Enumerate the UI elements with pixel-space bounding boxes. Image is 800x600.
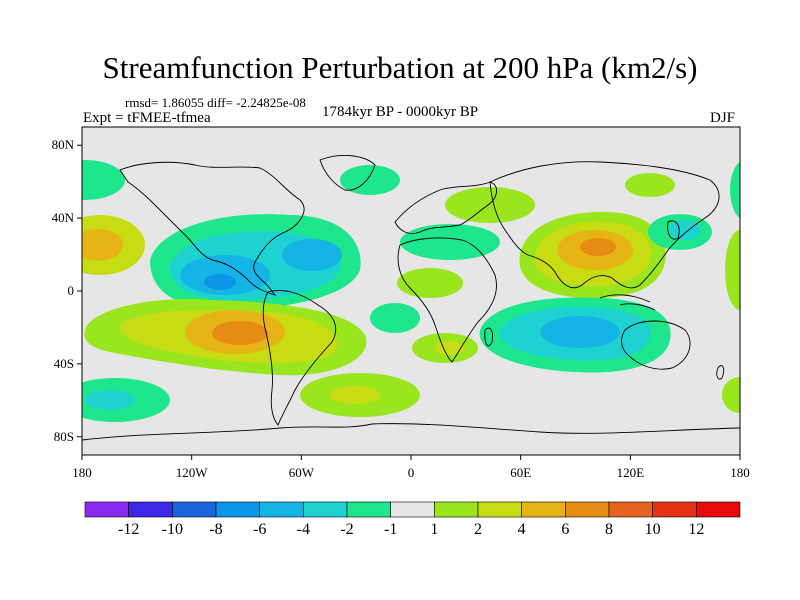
coastline-madagascar (484, 327, 493, 347)
lon-tick-label: 120E (617, 465, 645, 480)
colorbar-swatch (696, 501, 741, 518)
contour-s-atlantic-pos-core (330, 386, 380, 404)
contour-trop-atlantic-pos (397, 268, 463, 298)
colorbar-swatch (390, 501, 435, 518)
colorbar-label: 4 (518, 521, 526, 538)
lat-tick-labels: 80N 40N 0 40S 80S (52, 137, 75, 444)
period-label: 1784kyr BP - 0000kyr BP (322, 104, 479, 120)
colorbar-label: 1 (430, 521, 438, 538)
contour-ne-edge-neg (730, 161, 740, 219)
contour-se-pacific-edge-pos (722, 377, 740, 413)
coastline-europe (394, 181, 497, 234)
plot-title: Streamfunction Perturbation at 200 hPa (… (102, 50, 698, 85)
contour-c-america-neg-core (204, 274, 236, 290)
coastline-asia (489, 161, 720, 289)
colorbar-label: 8 (605, 521, 613, 538)
colorbar-swatch (565, 501, 610, 518)
colorbar-label: -12 (118, 521, 139, 538)
lat-tick-label: 80S (54, 429, 74, 444)
contour-japan-neg-core (669, 220, 701, 240)
contour-tasman-pos (725, 230, 740, 310)
contour-c-america-neg-4 (282, 239, 342, 271)
contour-e-europe-pos (445, 187, 535, 223)
lon-tick-labels: 180 120W 60W 0 60E 120E 180 (72, 465, 750, 480)
colorbar-swatch (303, 501, 348, 518)
colorbar-label: -6 (253, 521, 266, 538)
coastline-new-zealand (716, 365, 725, 380)
coastline-japan (667, 220, 680, 240)
contour-asia-pos-core (580, 238, 616, 256)
contour-indian-ocean-neg-core (540, 316, 620, 348)
colorbar-swatch (259, 501, 304, 518)
contour-s-atlantic-neg (370, 303, 420, 333)
coastline-south-america (262, 290, 337, 426)
lon-tick-label: 180 (730, 465, 750, 480)
lon-tick-label: 180 (72, 465, 92, 480)
colorbar-swatch (652, 501, 697, 518)
colorbar-label: -2 (340, 521, 353, 538)
stats-label: rmsd= 1.86055 diff= -2.24825e-08 (125, 95, 306, 110)
coastline-north-america (119, 161, 305, 296)
colorbar (84, 501, 741, 518)
colorbar-label: -1 (384, 521, 397, 538)
colorbar-swatch (608, 501, 653, 518)
axis-ticks (77, 144, 741, 460)
lon-tick-label: 0 (408, 465, 415, 480)
colorbar-swatch (215, 501, 260, 518)
contour-fields (82, 160, 740, 422)
colorbar-swatch (521, 501, 566, 518)
contour-n-pacific-neg (82, 160, 125, 200)
colorbar-swatch (172, 501, 217, 518)
contour-n-atlantic-neg (340, 165, 400, 195)
colorbar-label: 2 (474, 521, 482, 538)
lat-tick-label: 0 (68, 283, 75, 298)
colorbar-label: -8 (209, 521, 222, 538)
contour-n-atlantic-neg-2 (400, 224, 500, 260)
colorbar-swatch (128, 501, 173, 518)
coastline-indonesia (599, 294, 656, 311)
coastline-australia (621, 320, 691, 370)
colorbar-label: -4 (297, 521, 310, 538)
contour-siberia-pos (625, 173, 675, 197)
contour-n-pacific-pos-core (82, 229, 123, 261)
experiment-label: Expt = tFMEE-tfmea (83, 110, 211, 126)
coastlines (82, 154, 740, 441)
colorbar-swatch (84, 501, 129, 518)
colorbar-swatch (434, 501, 479, 518)
coastline-africa (397, 237, 497, 363)
colorbar-label: 6 (561, 521, 569, 538)
lat-tick-label: 80N (52, 137, 75, 152)
colorbar-swatch (477, 501, 522, 518)
lon-tick-label: 60W (289, 465, 315, 480)
contour-s-africa-pos-core (435, 341, 465, 355)
lon-tick-label: 120W (176, 465, 209, 480)
contour-s-pacific-neg-core (85, 390, 135, 410)
season-label: DJF (710, 110, 736, 126)
colorbar-label: -10 (162, 521, 183, 538)
contour-se-pacific-pos-core (212, 321, 268, 345)
colorbar-label: 10 (645, 521, 661, 538)
lat-tick-label: 40N (52, 210, 75, 225)
lon-tick-label: 60E (510, 465, 531, 480)
colorbar-label: 12 (688, 521, 704, 538)
coastline-greenland (319, 154, 376, 191)
colorbar-swatch (346, 501, 391, 518)
lat-tick-label: 40S (54, 356, 74, 371)
coastline-antarctica (82, 423, 740, 441)
colorbar-labels: -12 -10 -8 -6 -4 -2 -1 1 2 4 6 8 10 12 (118, 521, 704, 538)
